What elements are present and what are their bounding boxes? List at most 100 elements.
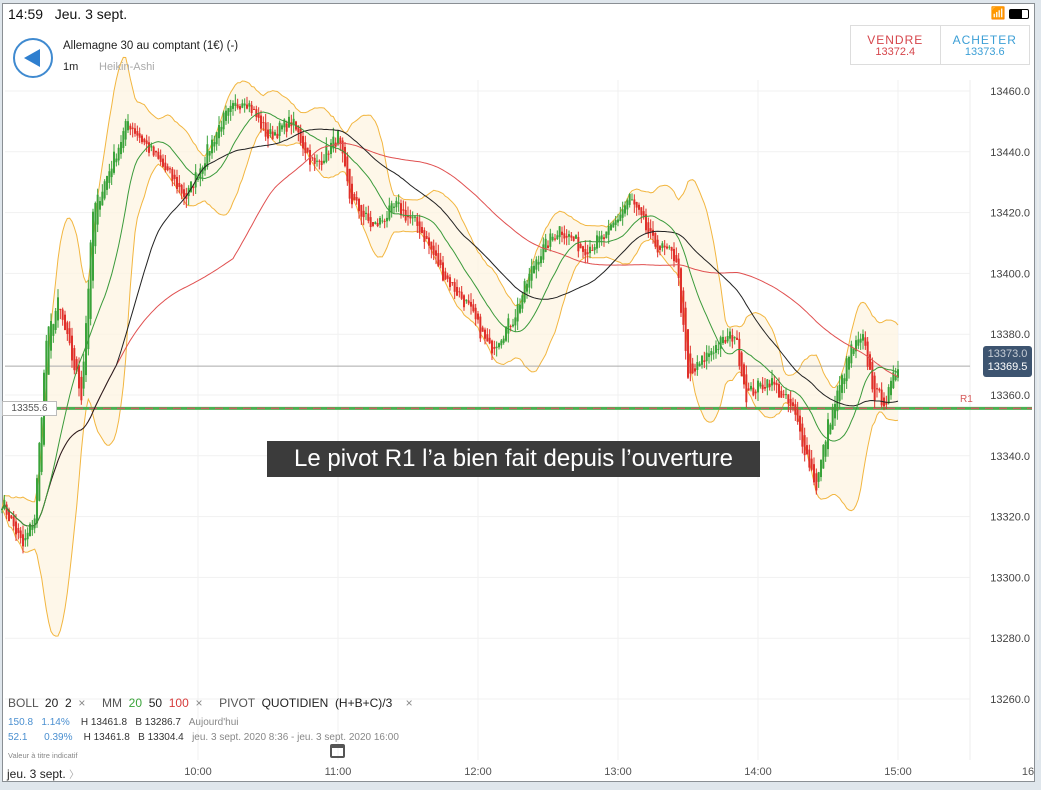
candle-body [138, 133, 141, 138]
candle [498, 342, 500, 350]
candle [241, 99, 244, 109]
candle-body [514, 317, 517, 326]
candle [141, 134, 143, 145]
candle [57, 289, 59, 328]
candle [512, 318, 514, 328]
candle-body [227, 108, 230, 116]
indicator-legend: BOLL 20 2 × MM 20 50 100 × PIVOT QUOTIDI… [8, 696, 413, 710]
candle [764, 378, 766, 392]
candle [106, 175, 108, 196]
candle-body [393, 206, 395, 208]
candle-body [876, 388, 878, 390]
pivot-period: QUOTIDIEN [261, 696, 329, 710]
candle-body [115, 158, 118, 163]
candle-body [71, 335, 73, 361]
candle-body [110, 168, 113, 178]
candle [166, 163, 169, 172]
candle-body [397, 202, 400, 205]
remove-boll-icon[interactable]: × [78, 696, 86, 710]
buy-button[interactable]: ACHETER 13373.6 [941, 26, 1030, 64]
candle-body [831, 407, 834, 430]
chart-type-selector[interactable]: Heikin-Ashi [99, 61, 155, 73]
candle-body [225, 110, 227, 121]
candle [164, 155, 167, 173]
candle [358, 197, 360, 219]
candle-body [157, 151, 160, 159]
candle-body [407, 215, 409, 218]
candle-body [386, 217, 388, 222]
calendar-icon[interactable] [330, 744, 345, 758]
candle-body [152, 146, 155, 156]
candle-body [659, 246, 661, 250]
y-tick-label: 13460.0 [990, 86, 1030, 98]
candle-body [460, 291, 463, 299]
candle [281, 123, 283, 132]
candle-body [162, 158, 164, 167]
candle [852, 348, 855, 357]
candle-body [682, 290, 685, 325]
candle [654, 232, 657, 250]
candle-body [890, 380, 892, 396]
remove-pivot-icon[interactable]: × [405, 696, 413, 710]
candle [563, 225, 566, 245]
candle-body [54, 310, 57, 330]
boll-period: 20 [44, 696, 59, 710]
candle [698, 361, 701, 367]
candle-body [381, 220, 384, 222]
candle-body [425, 236, 428, 240]
candle [575, 234, 577, 239]
boll-label[interactable]: BOLL [8, 696, 39, 710]
candle-body [442, 262, 444, 281]
mm-label[interactable]: MM [102, 696, 122, 710]
candle [40, 416, 43, 476]
sell-button[interactable]: VENDRE 13372.4 [851, 26, 941, 64]
candle [796, 401, 799, 425]
candle [542, 237, 545, 263]
candle-body [670, 247, 673, 251]
candle-body [859, 338, 862, 343]
candle-body [325, 145, 328, 162]
candle [33, 514, 36, 534]
candle [446, 272, 449, 283]
candle [682, 287, 685, 332]
candle [250, 101, 253, 116]
candle [113, 144, 115, 175]
candle-body [724, 339, 727, 343]
candle-body [85, 323, 87, 376]
candle [656, 235, 659, 258]
candle [519, 298, 521, 315]
candle-body [787, 394, 790, 404]
back-button[interactable] [13, 38, 53, 78]
candle-body [855, 340, 857, 352]
candle [409, 209, 412, 224]
candle-body [278, 122, 281, 136]
date-selector[interactable]: jeu. 3 sept. 〉 [7, 767, 80, 781]
candle-body [166, 166, 169, 171]
candle [486, 328, 489, 342]
candle-body [311, 157, 314, 159]
bollinger-upper [1, 56, 899, 510]
x-tick-label: 16 [1022, 766, 1034, 778]
candle [183, 182, 185, 206]
remove-mm-icon[interactable]: × [195, 696, 203, 710]
candle-body [136, 131, 139, 136]
candle-body [491, 340, 493, 354]
pivot-label[interactable]: PIVOT [219, 696, 255, 710]
candle [736, 330, 738, 340]
candle-body [652, 229, 654, 236]
candle [705, 345, 708, 370]
timeframe-selector[interactable]: 1m [63, 61, 79, 73]
candle [502, 335, 505, 345]
candle [124, 118, 127, 146]
candle [453, 278, 456, 300]
candle [365, 206, 367, 221]
candle-body [701, 355, 703, 365]
candle [708, 345, 710, 364]
candle [442, 256, 444, 282]
candle-body [222, 112, 225, 130]
candle [766, 379, 769, 396]
candle [313, 154, 316, 171]
candle [866, 337, 869, 371]
candle-body [379, 217, 381, 225]
